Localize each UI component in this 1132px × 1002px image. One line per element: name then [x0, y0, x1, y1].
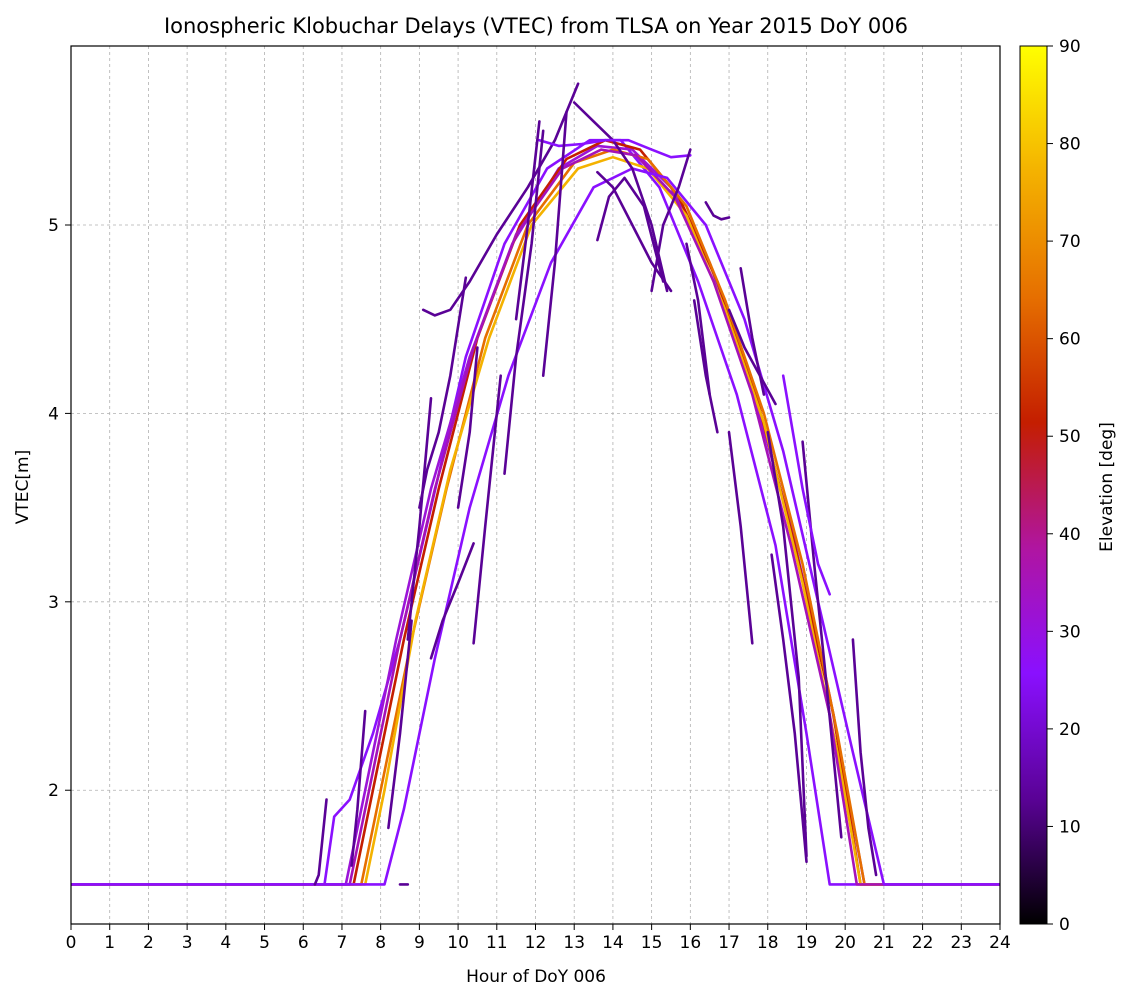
x-axis-ticks: 0 1 2 3 4 5 6 7 8 9 10 11 12 13 14 15 16 17 18 19 20 21 22 23 24 — [66, 924, 1011, 953]
x-tick-label-17: 17 — [718, 933, 740, 953]
series-line-12 — [704, 201, 731, 221]
x-tick-label-7: 7 — [337, 933, 348, 953]
series-line-24 — [313, 798, 328, 886]
colorbar-tick-label-9: 90 — [1059, 37, 1081, 57]
series-line-8 — [572, 101, 669, 293]
colorbar-tick-label-6: 60 — [1059, 330, 1081, 350]
y-tick-label-2: 4 — [48, 404, 59, 424]
colorbar-tick-label-3: 30 — [1059, 622, 1081, 642]
series-line-29 — [692, 299, 719, 434]
series-line-21 — [472, 374, 503, 645]
series-line-28 — [685, 242, 712, 396]
series-line-20 — [456, 346, 479, 509]
series-line-34 — [781, 374, 832, 596]
colorbar-tick-label-5: 50 — [1059, 427, 1081, 447]
series-line-32 — [770, 553, 808, 864]
chart-title: Ionospheric Klobuchar Delays (VTEC) from… — [164, 14, 908, 38]
colorbar-tick-label-8: 80 — [1059, 135, 1081, 155]
x-tick-label-5: 5 — [259, 933, 270, 953]
series-line-15 — [541, 110, 568, 378]
colorbar-tick-label-2: 20 — [1059, 720, 1081, 740]
x-tick-label-10: 10 — [447, 933, 469, 953]
x-axis-label: Hour of DoY 006 — [466, 967, 606, 987]
x-tick-label-20: 20 — [834, 933, 856, 953]
grid-lines — [70, 46, 1001, 924]
series-line-10 — [596, 176, 665, 283]
colorbar-ticks: 0 10 20 30 40 50 60 70 80 90 — [1047, 37, 1081, 935]
series-line-14 — [739, 266, 766, 396]
series-line-16 — [503, 129, 545, 476]
colorbar-tick-label-4: 40 — [1059, 525, 1081, 545]
colorbar-label: Elevation [deg] — [1097, 422, 1117, 552]
colorbar-tick-label-0: 0 — [1059, 915, 1070, 935]
x-tick-label-23: 23 — [950, 933, 972, 953]
x-tick-label-6: 6 — [298, 933, 309, 953]
x-tick-label-15: 15 — [641, 933, 663, 953]
x-tick-label-0: 0 — [66, 933, 77, 953]
x-tick-label-19: 19 — [796, 933, 818, 953]
series-line-5 — [71, 148, 1000, 886]
y-axis-label: VTEC[m] — [13, 450, 33, 524]
series-group — [71, 82, 1000, 886]
series-line-33 — [801, 440, 843, 839]
x-tick-label-14: 14 — [602, 933, 624, 953]
x-tick-label-1: 1 — [104, 933, 115, 953]
x-tick-label-16: 16 — [680, 933, 702, 953]
series-line-35 — [851, 638, 878, 877]
x-tick-label-21: 21 — [873, 933, 895, 953]
colorbar-tick-label-7: 70 — [1059, 232, 1081, 252]
y-axis-ticks: 2 3 4 5 — [48, 216, 71, 801]
y-tick-label-3: 5 — [48, 216, 59, 236]
series-line-22 — [514, 120, 541, 321]
series-line-7 — [421, 82, 580, 317]
series-line-30 — [727, 430, 754, 645]
x-tick-label-12: 12 — [525, 933, 547, 953]
x-tick-label-8: 8 — [375, 933, 386, 953]
colorbar — [1019, 45, 1048, 925]
series-line-19 — [429, 542, 475, 660]
x-tick-label-18: 18 — [757, 933, 779, 953]
colorbar-tick-label-1: 10 — [1059, 817, 1081, 837]
series-line-27 — [650, 148, 692, 293]
series-line-18 — [406, 396, 433, 641]
y-tick-label-0: 2 — [48, 781, 59, 801]
x-tick-label-24: 24 — [989, 933, 1011, 953]
x-tick-label-9: 9 — [414, 933, 425, 953]
x-tick-label-22: 22 — [912, 933, 934, 953]
x-tick-label-4: 4 — [220, 933, 231, 953]
x-tick-label-2: 2 — [143, 933, 154, 953]
series-line-25 — [350, 709, 367, 867]
series-line-3 — [71, 148, 1000, 886]
series-line-0 — [71, 138, 1000, 886]
series-line-31 — [766, 430, 808, 858]
series-line-23 — [387, 619, 413, 830]
x-tick-label-11: 11 — [486, 933, 508, 953]
x-tick-label-3: 3 — [182, 933, 193, 953]
series-line-11 — [596, 170, 673, 293]
x-tick-label-13: 13 — [563, 933, 585, 953]
y-tick-label-1: 3 — [48, 593, 59, 613]
series-line-13 — [727, 308, 777, 406]
series-line-9 — [538, 138, 692, 159]
